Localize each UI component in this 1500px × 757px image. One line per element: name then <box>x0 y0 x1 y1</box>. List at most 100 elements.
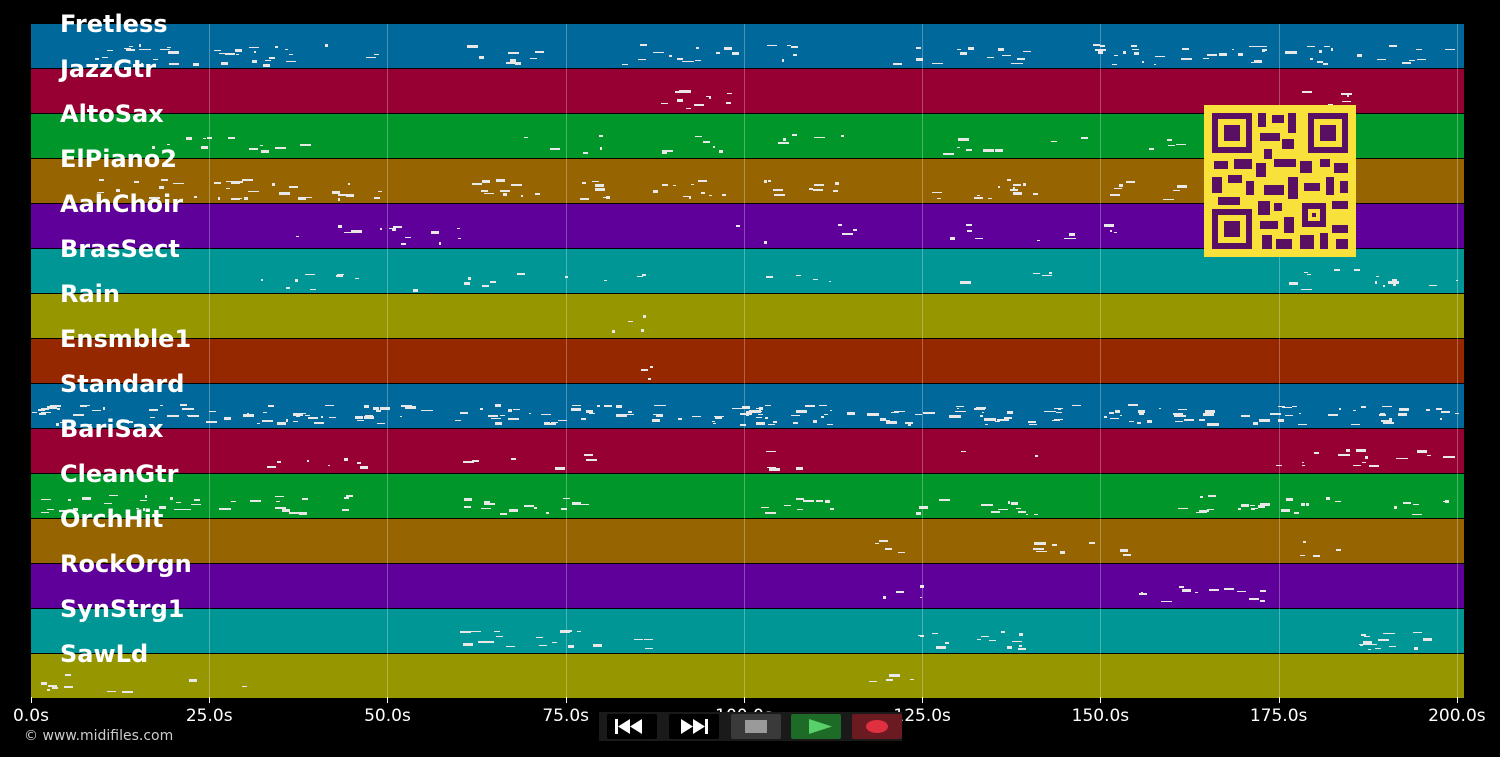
midi-note <box>967 230 973 232</box>
axis-tick-label: 200.0s <box>1428 706 1486 726</box>
midi-note <box>324 44 329 47</box>
midi-note <box>672 184 677 187</box>
midi-note <box>1088 542 1095 544</box>
midi-note <box>731 51 739 55</box>
midi-note <box>1051 140 1057 143</box>
midi-note <box>837 224 842 226</box>
gridline <box>922 24 924 697</box>
midi-note <box>915 47 922 49</box>
midi-note <box>284 48 288 51</box>
midi-note <box>976 407 987 409</box>
midi-note <box>47 685 58 687</box>
midi-note <box>1303 541 1307 543</box>
midi-note <box>1034 541 1046 545</box>
midi-note <box>998 48 1005 52</box>
midi-note <box>1300 288 1313 291</box>
midi-note <box>815 500 823 502</box>
midi-note <box>524 136 529 139</box>
midi-note <box>676 98 684 102</box>
midi-note <box>1260 590 1267 592</box>
midi-note <box>757 413 763 416</box>
midi-note <box>1443 456 1455 458</box>
midi-note <box>790 46 799 48</box>
midi-note <box>1389 418 1393 422</box>
midi-note <box>774 194 786 196</box>
record-button[interactable] <box>852 714 902 739</box>
midi-note <box>949 237 955 241</box>
midi-note <box>760 506 769 508</box>
midi-note <box>1196 511 1208 514</box>
midi-note <box>276 461 281 463</box>
midi-note <box>923 412 936 414</box>
midi-note <box>662 150 673 152</box>
midi-note <box>471 460 480 462</box>
midi-note <box>296 235 300 237</box>
midi-note <box>167 51 180 55</box>
midi-note <box>1306 502 1309 506</box>
midi-note <box>893 63 903 65</box>
midi-note <box>1119 548 1128 552</box>
midi-note <box>615 413 627 417</box>
midi-note <box>289 186 299 188</box>
gridline <box>743 24 745 697</box>
midi-note <box>39 413 46 415</box>
midi-note <box>1178 586 1185 588</box>
midi-note <box>1059 550 1065 554</box>
midi-note <box>438 241 442 245</box>
rewind-icon <box>615 719 642 734</box>
midi-note <box>1205 410 1216 413</box>
axis-tick <box>31 697 32 703</box>
midi-note <box>628 411 633 413</box>
track-label: AahChoir <box>60 190 184 218</box>
midi-note <box>694 135 703 138</box>
midi-note <box>1440 418 1443 420</box>
track-row <box>31 609 1464 653</box>
midi-note <box>1258 505 1265 509</box>
midi-note <box>365 56 377 59</box>
rewind-button[interactable] <box>607 714 657 739</box>
stop-button[interactable] <box>731 714 781 739</box>
midi-note <box>1261 50 1266 52</box>
midi-note <box>932 632 938 635</box>
midi-note <box>495 179 506 183</box>
midi-note <box>305 196 313 199</box>
midi-note <box>594 183 605 187</box>
midi-note <box>604 279 608 281</box>
midi-note <box>376 410 381 412</box>
midi-note <box>376 422 386 425</box>
midi-note <box>1025 513 1029 515</box>
midi-note <box>1387 281 1399 285</box>
midi-note <box>490 417 501 420</box>
midi-note <box>1136 422 1141 424</box>
midi-note <box>505 62 512 64</box>
midi-note <box>463 461 474 463</box>
midi-note <box>95 58 99 60</box>
midi-note <box>508 508 518 512</box>
midi-note <box>359 466 369 470</box>
midi-note <box>712 420 716 423</box>
midi-note <box>787 44 792 47</box>
midi-note <box>1313 555 1320 557</box>
midi-note <box>1276 464 1282 467</box>
midi-note <box>309 288 316 291</box>
midi-note <box>795 410 808 414</box>
midi-note <box>1018 511 1026 513</box>
fast-forward-button[interactable] <box>669 714 719 739</box>
midi-note <box>985 423 989 426</box>
midi-note <box>277 422 287 426</box>
midi-note <box>689 195 692 199</box>
midi-note <box>1109 417 1119 420</box>
midi-note <box>842 233 854 235</box>
midi-note <box>140 499 148 502</box>
midi-note <box>660 102 669 105</box>
midi-note <box>297 196 307 200</box>
midi-note <box>464 282 470 286</box>
midi-note <box>286 418 289 422</box>
midi-note <box>1302 91 1313 93</box>
midi-note <box>994 148 1004 152</box>
midi-note <box>875 542 879 545</box>
midi-note <box>1113 54 1119 57</box>
midi-note <box>792 134 797 136</box>
play-button[interactable] <box>791 714 841 739</box>
gridline <box>387 24 389 697</box>
